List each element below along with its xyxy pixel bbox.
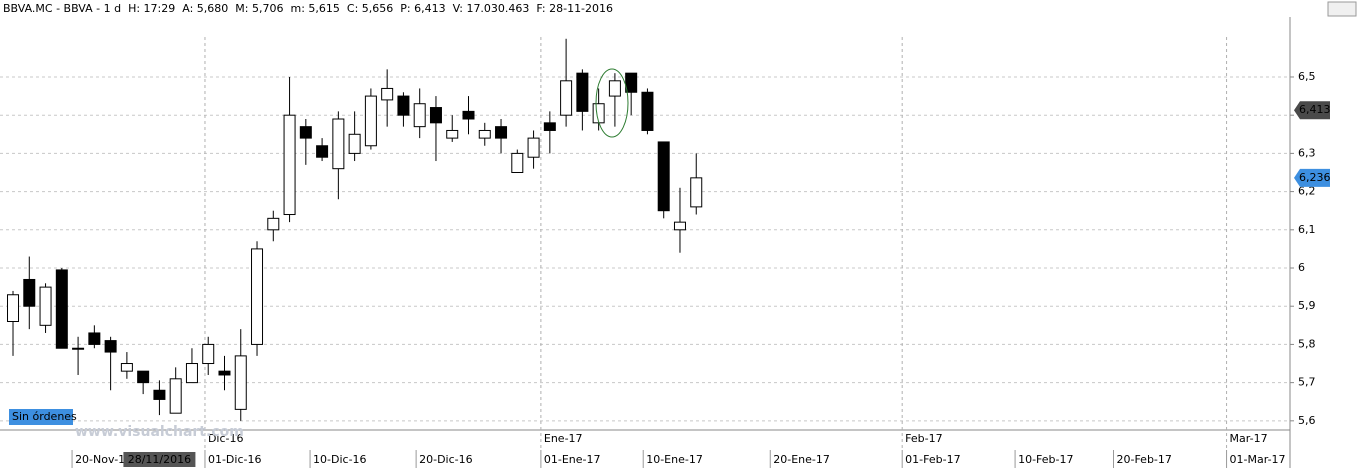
candle-body [299,126,312,139]
x-tick-label: 01-Feb-17 [905,453,960,466]
candle-body [478,129,491,139]
candle-body [673,221,686,231]
candle-body [267,217,280,231]
price-label-box [1294,168,1330,187]
month-label: Ene-17 [544,432,583,445]
y-tick-label: 6,1 [1298,223,1316,236]
candle-body [202,343,215,365]
candle-body [218,370,231,376]
x-tick-label: 01-Mar-17 [1230,453,1286,466]
cursor-date-label: 28/11/2016 [128,453,191,466]
x-tick-label: 01-Dic-16 [208,453,262,466]
price-label: 6,236 [1299,171,1331,184]
candle-body [560,80,573,116]
watermark: www.visualchart.com [75,424,244,440]
y-tick-label: 5,6 [1298,414,1316,427]
candle-body [413,103,426,128]
candle-body [153,389,166,400]
candle-body [462,110,475,120]
y-tick-label: 5,8 [1298,337,1316,350]
info-item: H: 17:29 [128,2,175,15]
candle-body [364,95,377,147]
x-tick-label: 10-Dic-16 [313,453,367,466]
candle-body [23,278,36,307]
status: Sin órdenes [9,409,77,425]
status-label: Sin órdenes [12,410,77,423]
price-label-box [1294,101,1330,120]
cursor-date: 28/11/2016 [123,452,196,467]
y-tick-label: 6,3 [1298,146,1316,159]
x-tick-label: 20-Nov-16 [75,453,132,466]
candle-body [495,126,508,139]
info-item: M: 5,706 [235,2,283,15]
candle-body [657,141,670,212]
candle-body [283,114,296,216]
info-item: m: 5,615 [290,2,339,15]
info-item: BBVA.MC - BBVA - 1 d [3,2,121,15]
month-label: Mar-17 [1230,432,1268,445]
candle-body [39,286,52,326]
price-label: 6,413 [1299,103,1331,116]
info-item: C: 5,656 [347,2,393,15]
candle-body [88,332,101,345]
x-tick-label: 20-Ene-17 [773,453,830,466]
info-item: V: 17.030.463 [453,2,530,15]
month-label: Feb-17 [905,432,942,445]
candle-body [169,378,182,414]
x-tick-label: 20-Dic-16 [419,453,473,466]
x-tick-label: 10-Ene-17 [646,453,703,466]
highlight-ellipse [595,68,629,138]
candle-body [446,129,459,139]
candle-body [120,363,133,372]
x-tick-label: 01-Ene-17 [544,453,601,466]
y-tick-label: 5,9 [1298,299,1316,312]
window-button[interactable] [1327,1,1357,17]
candle-body [316,145,329,158]
candle-body [72,347,85,350]
candle-body [592,103,605,124]
candle-body [234,355,247,410]
y-tick-label: 6,5 [1298,70,1316,83]
candle-body [55,269,68,349]
candle-body [690,177,703,208]
info-item: A: 5,680 [182,2,228,15]
candle-body [625,72,638,93]
y-tick-label: 6,2 [1298,185,1316,198]
candle-body [429,107,442,124]
candle-body [251,248,264,345]
candle-body [527,137,540,158]
candle-body [7,294,20,322]
y-tick-label: 6 [1298,261,1305,274]
status-box [9,409,73,425]
candle-body [332,118,345,170]
candle-body [348,133,361,154]
info-item: P: 6,413 [400,2,445,15]
candle-body [104,340,117,353]
candle-body [381,87,394,101]
candle-body [185,363,198,384]
month-label: Dic-16 [208,432,244,445]
y-tick-label: 5,7 [1298,376,1316,389]
candle-body [576,72,589,112]
candle-body [137,370,150,384]
info-item: F: 28-11-2016 [536,2,613,15]
candle-body [397,95,410,116]
x-tick-label: 10-Feb-17 [1018,453,1073,466]
cursor-date-box [123,452,196,467]
x-tick-label: 20-Feb-17 [1116,453,1171,466]
candle-body [543,122,556,131]
candle-body [608,80,621,97]
candle-body [641,91,654,131]
candle-body [511,152,524,173]
